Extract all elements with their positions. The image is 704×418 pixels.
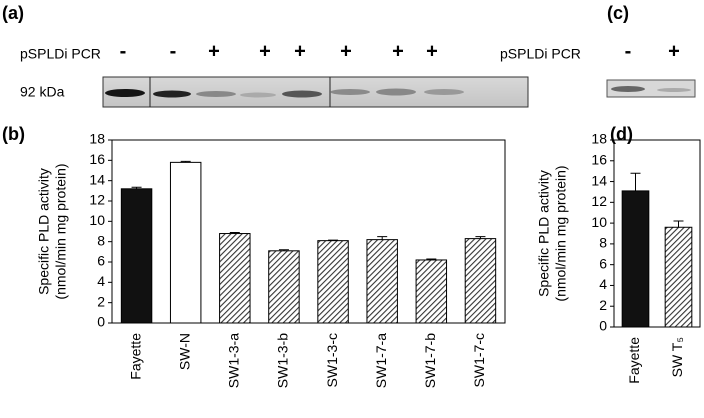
blot-band	[611, 86, 645, 92]
y-tick-label: 18	[591, 131, 607, 147]
x-tick-label: SW1-3-c	[324, 333, 340, 387]
row-label: pSPLDi PCR	[20, 46, 101, 62]
bar	[120, 188, 153, 324]
lane-sign: +	[668, 40, 680, 62]
y-axis-label: Specific PLD activity	[536, 170, 552, 297]
plot-frame	[613, 139, 701, 328]
x-tick-label: SW T₅	[669, 337, 685, 377]
lane-sign: -	[625, 40, 632, 62]
error-bar	[475, 236, 486, 239]
bar	[317, 240, 349, 324]
panel-label: (d)	[610, 124, 633, 144]
error-bar	[377, 236, 388, 240]
error-bar	[328, 239, 339, 241]
bar	[169, 161, 202, 324]
bar	[366, 239, 398, 324]
y-tick-label: 16	[89, 151, 105, 167]
y-tick-label: 12	[591, 193, 607, 209]
blot-strip	[606, 79, 696, 98]
x-tick-label: SW1-7-a	[373, 333, 389, 388]
blot-band	[657, 88, 691, 92]
y-tick-label: 16	[591, 151, 607, 167]
x-tick-label: Fayette	[626, 337, 642, 384]
y-tick-label: 8	[97, 232, 105, 248]
bar	[464, 238, 497, 324]
y-tick-label: 0	[599, 318, 607, 334]
x-tick-label: SW-N	[176, 333, 192, 370]
y-axis-label: (nmol/min mg protein)	[553, 165, 569, 301]
row-label: pSPLDi PCR	[500, 46, 581, 62]
y-tick-label: 2	[97, 293, 105, 309]
band-label: 92 kDa	[20, 84, 65, 100]
error-bar	[131, 186, 142, 189]
bar	[219, 233, 251, 324]
bar	[415, 259, 448, 324]
y-tick-label: 14	[591, 172, 607, 188]
bar	[664, 226, 693, 328]
error-bar	[180, 160, 191, 163]
error-bar	[673, 220, 684, 228]
y-tick-label: 0	[97, 314, 105, 330]
lane-sign: -	[170, 40, 177, 62]
panel-label: (b)	[2, 124, 25, 144]
lane-sign: +	[426, 40, 438, 62]
y-tick-label: 6	[97, 253, 105, 269]
x-tick-label: SW1-3-b	[275, 333, 291, 388]
y-tick-label: 8	[599, 235, 607, 251]
panel-label: (c)	[607, 3, 629, 23]
y-tick-label: 10	[591, 214, 607, 230]
lane-sign: +	[294, 40, 306, 62]
y-tick-label: 4	[97, 273, 105, 289]
y-axis-label: (nmol/min mg protein)	[53, 163, 69, 299]
error-bar	[426, 258, 437, 260]
y-tick-label: 4	[599, 276, 607, 292]
lane-sign: +	[259, 40, 271, 62]
y-tick-label: 12	[89, 192, 105, 208]
y-tick-label: 14	[89, 171, 105, 187]
error-bar	[278, 249, 289, 251]
lane-sign: +	[392, 40, 404, 62]
error-bar	[630, 172, 641, 191]
x-tick-label: SW1-7-c	[471, 333, 487, 387]
x-tick-label: Fayette	[127, 333, 143, 380]
x-tick-label: SW1-3-a	[226, 333, 242, 388]
lane-sign: +	[340, 40, 352, 62]
y-tick-label: 18	[89, 131, 105, 147]
y-tick-label: 10	[89, 212, 105, 228]
y-axis-label: Specific PLD activity	[36, 168, 52, 295]
y-tick-label: 2	[599, 297, 607, 313]
y-tick-label: 6	[599, 255, 607, 271]
bar	[268, 250, 300, 324]
x-tick-label: SW1-7-b	[422, 333, 438, 388]
panel-label: (a)	[2, 3, 24, 23]
blot-bands	[105, 88, 464, 98]
lane-sign: -	[120, 40, 127, 62]
lane-sign: +	[208, 40, 220, 62]
bar	[621, 190, 650, 328]
plot-frame	[111, 139, 506, 324]
error-bar	[229, 232, 240, 234]
